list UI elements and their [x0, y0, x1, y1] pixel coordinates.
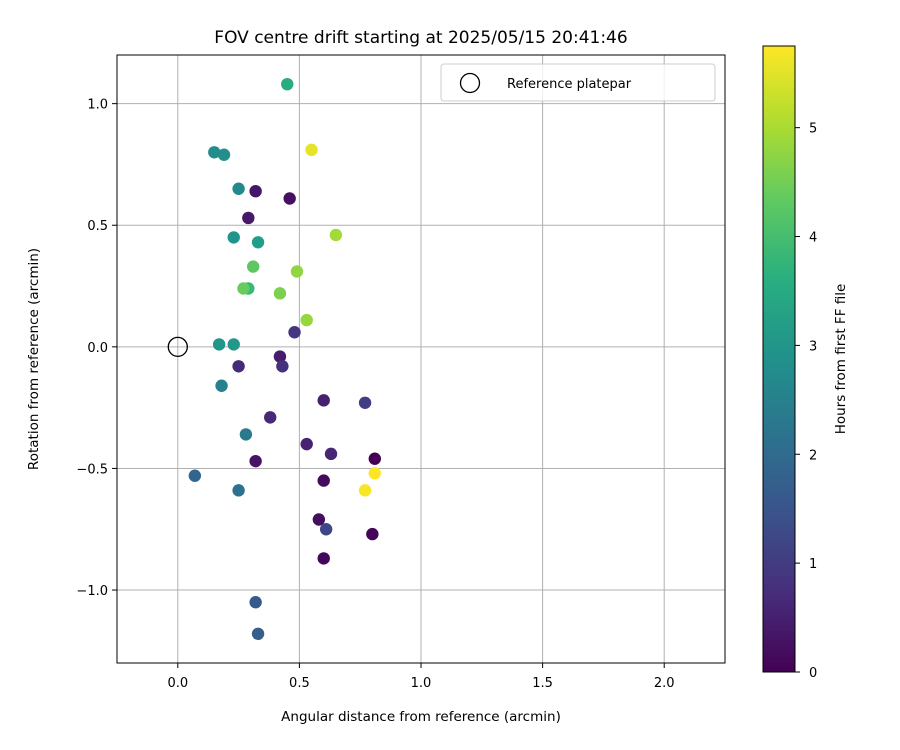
legend: Reference platepar [440, 63, 716, 102]
colorbar-tick-label: 5 [809, 122, 817, 137]
data-point [188, 469, 202, 482]
data-point [300, 313, 313, 327]
data-point [249, 184, 262, 198]
data-point [319, 523, 333, 536]
colorbar-tick-label: 1 [809, 557, 817, 572]
colorbar-tick-label: 3 [809, 339, 817, 354]
y-tick-label: 0.0 [87, 341, 108, 356]
data-point [273, 350, 287, 363]
grid-lines [117, 55, 725, 663]
data-point [264, 411, 277, 424]
x-tick-label: 1.0 [411, 676, 432, 691]
data-point [288, 326, 301, 339]
data-point [312, 513, 326, 526]
y-axis-label: Rotation from reference (arcmin) [26, 248, 42, 470]
colorbar-tick-label: 0 [809, 666, 817, 681]
data-point [368, 452, 381, 465]
data-point [273, 287, 287, 300]
plot-frame [116, 54, 726, 664]
data-point [324, 447, 338, 461]
data-point [227, 338, 240, 351]
data-point [276, 360, 289, 373]
legend-marker-reference [459, 72, 481, 94]
colorbar-tick-label: 2 [809, 448, 817, 463]
data-point [290, 265, 304, 278]
data-point [242, 211, 255, 225]
data-point [212, 338, 226, 351]
data-point [246, 260, 260, 273]
colorbar: 0 1 2 3 4 5 Hours from first FF file [762, 45, 849, 681]
data-point [232, 182, 245, 195]
data-point [317, 394, 330, 407]
data-point [358, 484, 372, 497]
legend-box [440, 63, 716, 102]
colorbar-tick-label: 4 [809, 231, 817, 246]
data-point [281, 77, 294, 91]
x-tick-label: 0.5 [289, 676, 310, 691]
data-point [232, 360, 245, 373]
data-point [208, 146, 221, 159]
data-point [251, 627, 265, 641]
y-tick-label: −0.5 [76, 462, 108, 477]
colorbar-label: Hours from first FF file [833, 284, 849, 435]
data-point [227, 231, 240, 244]
data-point [300, 437, 313, 451]
x-axis-ticks: 0.0 0.5 1.0 1.5 2.0 [167, 663, 675, 691]
x-tick-label: 2.0 [654, 676, 675, 691]
data-point [237, 282, 250, 295]
colorbar-ticks: 0 1 2 3 4 5 [795, 122, 817, 681]
legend-entry-reference: Reference platepar [507, 77, 632, 92]
data-point [217, 148, 231, 161]
y-tick-label: −1.0 [76, 584, 108, 599]
data-point [358, 396, 372, 409]
reference-platepar-marker [167, 336, 188, 357]
data-point [283, 192, 296, 205]
data-point [251, 236, 265, 249]
x-axis-label: Angular distance from reference (arcmin) [281, 709, 561, 725]
data-point [305, 143, 318, 157]
x-tick-label: 1.5 [532, 676, 553, 691]
data-point [366, 527, 379, 541]
data-point [232, 484, 245, 497]
data-point [317, 552, 330, 565]
colorbar-gradient [762, 45, 796, 673]
y-axis-ticks: −1.0 −0.5 0.0 0.5 1.0 [76, 98, 117, 599]
data-point [249, 596, 262, 609]
data-points [167, 77, 381, 641]
data-point [239, 428, 253, 441]
data-point [368, 467, 381, 480]
data-point [215, 379, 228, 392]
x-tick-label: 0.0 [167, 676, 188, 691]
data-point [329, 228, 343, 242]
data-point [317, 474, 330, 487]
data-point [249, 454, 262, 468]
chart-title: FOV centre drift starting at 2025/05/15 … [214, 28, 627, 48]
y-tick-label: 0.5 [87, 219, 108, 234]
y-tick-label: 1.0 [87, 98, 108, 113]
